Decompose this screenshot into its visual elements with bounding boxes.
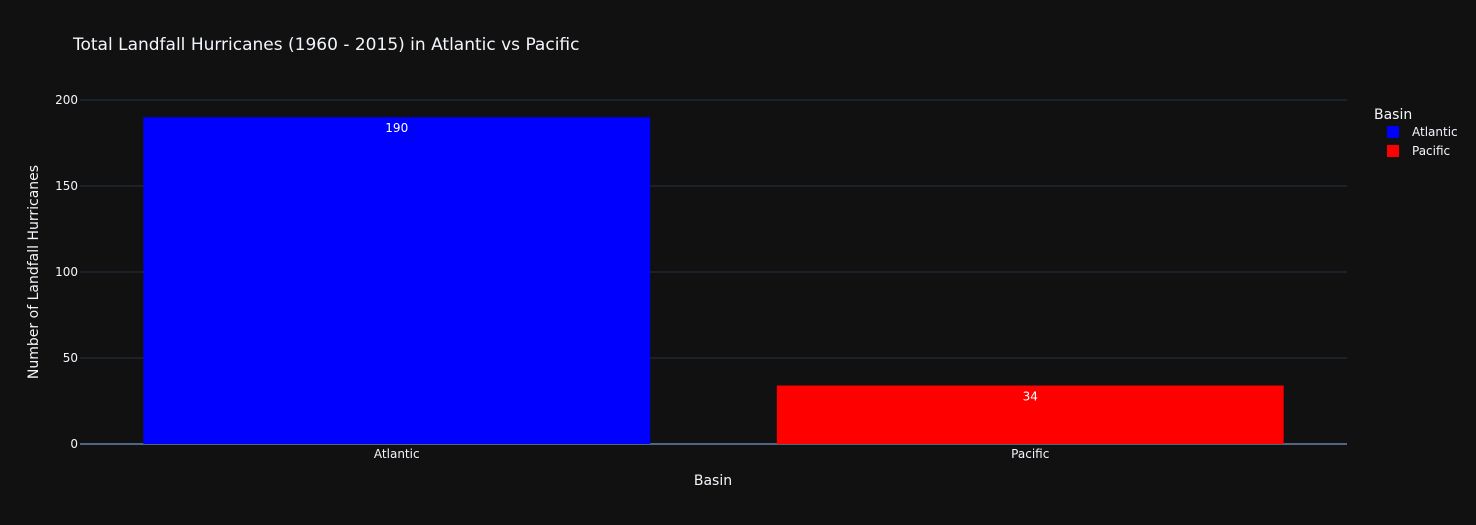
bar-pacific[interactable] (776, 385, 1284, 444)
legend-swatch (1387, 126, 1399, 138)
bar-labels: 190 34 (385, 121, 1038, 403)
x-axis-ticks: Atlantic Pacific (374, 447, 1049, 461)
legend-title: Basin (1374, 107, 1412, 123)
chart-title: Total Landfall Hurricanes (1960 - 2015) … (72, 35, 579, 55)
y-tick-label: 50 (63, 351, 78, 365)
x-axis-title: Basin (694, 473, 732, 489)
y-axis-ticks: 0 50 100 150 200 (55, 93, 78, 451)
y-axis-title: Number of Landfall Hurricanes (26, 165, 42, 379)
data-label-pacific: 34 (1023, 390, 1038, 404)
data-label-atlantic: 190 (385, 121, 408, 135)
x-tick-label: Atlantic (374, 447, 420, 461)
legend-swatch (1387, 145, 1399, 157)
y-tick-label: 100 (55, 265, 78, 279)
legend-label: Atlantic (1412, 125, 1458, 139)
y-tick-label: 150 (55, 179, 78, 193)
legend-item-atlantic[interactable]: Atlantic (1387, 125, 1458, 139)
bars (143, 117, 1284, 444)
legend-label: Pacific (1412, 144, 1450, 158)
legend-item-pacific[interactable]: Pacific (1387, 144, 1450, 158)
legend: Basin Atlantic Pacific (1374, 107, 1458, 158)
y-tick-label: 200 (55, 93, 78, 107)
legend-items: Atlantic Pacific (1387, 125, 1458, 158)
x-tick-label: Pacific (1011, 447, 1049, 461)
bar-atlantic[interactable] (143, 117, 651, 444)
y-tick-label: 0 (70, 437, 78, 451)
